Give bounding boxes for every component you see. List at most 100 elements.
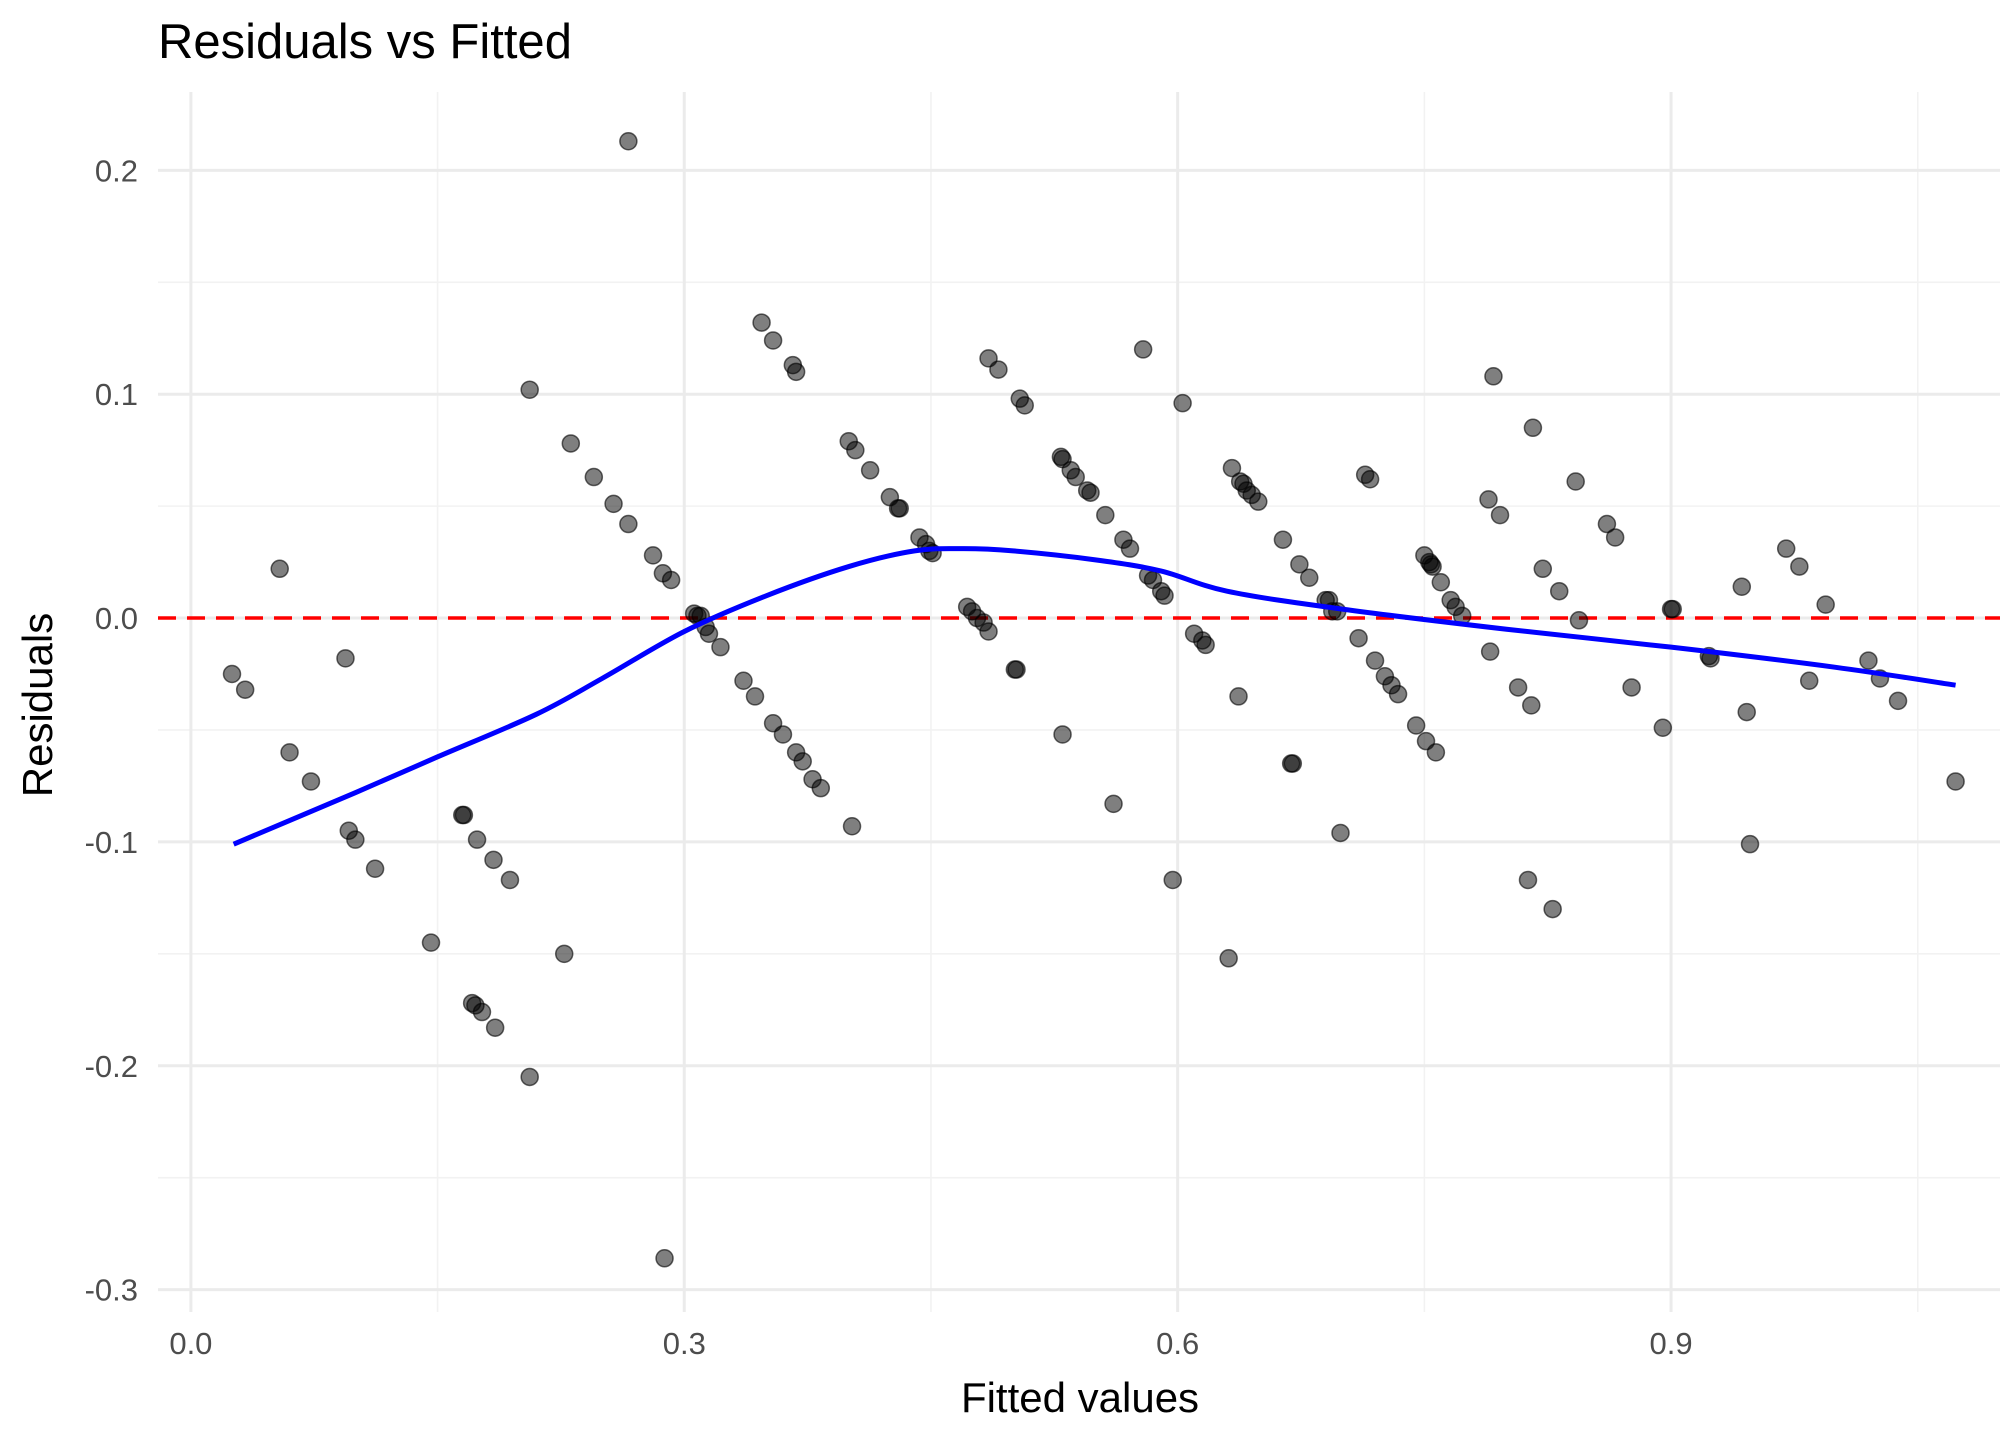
data-point xyxy=(979,622,998,641)
data-point xyxy=(561,434,581,453)
data-point xyxy=(1365,651,1385,670)
data-point xyxy=(346,830,365,849)
data-point xyxy=(222,664,242,684)
y-tick-label: 0.2 xyxy=(95,153,138,188)
data-point xyxy=(763,331,783,350)
data-point xyxy=(842,816,862,836)
data-point xyxy=(1790,557,1809,576)
data-point xyxy=(1888,691,1908,711)
data-point xyxy=(1096,505,1115,525)
data-point xyxy=(1663,599,1682,619)
data-point xyxy=(520,1067,539,1087)
data-point xyxy=(1737,702,1756,722)
residual-points xyxy=(222,131,1965,1268)
data-point xyxy=(336,649,355,668)
data-point xyxy=(1859,651,1878,670)
x-tick-label: 0.3 xyxy=(663,1326,706,1361)
data-point xyxy=(1522,696,1541,715)
data-point xyxy=(773,725,793,744)
data-point xyxy=(619,131,638,151)
y-axis-title: Residuals xyxy=(14,613,61,797)
data-point xyxy=(1605,528,1625,547)
data-point xyxy=(811,778,831,798)
data-point xyxy=(235,680,255,699)
data-point xyxy=(484,850,503,870)
data-point xyxy=(270,559,289,579)
data-point xyxy=(554,944,574,964)
data-point xyxy=(786,362,806,382)
data-point xyxy=(584,467,604,487)
data-point xyxy=(1081,483,1100,502)
data-point xyxy=(365,859,385,879)
data-point xyxy=(1066,467,1085,487)
loess-smooth-line xyxy=(232,546,1956,847)
y-tick-label: -0.2 xyxy=(85,1049,138,1084)
chart-title: Residuals vs Fitted xyxy=(158,15,572,69)
data-point xyxy=(1533,559,1553,579)
data-point xyxy=(699,624,719,643)
data-point xyxy=(1479,490,1498,509)
y-axis-ticks: 0.2 0.1 0.0 -0.1 -0.2 -0.3 xyxy=(85,153,138,1307)
data-point xyxy=(1222,458,1242,478)
data-point xyxy=(1566,472,1585,491)
data-point xyxy=(472,1002,492,1022)
data-point xyxy=(500,870,520,890)
x-axis-ticks: 0.0 0.3 0.6 0.9 xyxy=(169,1326,1692,1361)
data-point xyxy=(1133,340,1153,359)
data-point xyxy=(711,637,730,657)
grid-lines xyxy=(158,92,2000,1312)
data-point xyxy=(1104,794,1123,814)
data-point xyxy=(421,933,441,952)
data-point xyxy=(1776,539,1796,558)
data-point xyxy=(655,1249,674,1268)
data-point xyxy=(1653,718,1673,737)
data-point xyxy=(619,514,638,534)
data-point xyxy=(520,380,539,399)
data-point xyxy=(1388,684,1408,704)
data-point xyxy=(734,671,753,690)
data-point xyxy=(1426,743,1446,762)
data-point xyxy=(1155,586,1174,605)
data-point xyxy=(1120,539,1140,558)
data-point xyxy=(860,461,880,480)
data-point xyxy=(1406,716,1426,735)
data-point xyxy=(846,440,865,460)
data-point xyxy=(1732,577,1752,596)
data-point xyxy=(1219,949,1238,968)
y-tick-label: -0.1 xyxy=(85,825,138,860)
data-point xyxy=(661,570,681,590)
data-point xyxy=(793,752,812,771)
y-tick-label: 0.1 xyxy=(95,377,138,412)
data-point xyxy=(1597,514,1617,534)
data-point xyxy=(1508,678,1528,697)
data-point xyxy=(643,546,663,565)
y-tick-label: -0.3 xyxy=(85,1273,138,1308)
x-axis-title: Fitted values xyxy=(961,1374,1199,1421)
data-point xyxy=(1163,870,1182,890)
data-point xyxy=(1740,834,1760,854)
data-point xyxy=(1518,870,1538,890)
data-point xyxy=(1799,671,1819,690)
data-point xyxy=(1273,530,1293,549)
data-point xyxy=(745,687,765,706)
data-point xyxy=(1331,823,1350,843)
data-point xyxy=(1480,642,1500,661)
data-point xyxy=(280,743,299,762)
x-tick-label: 0.0 xyxy=(169,1326,212,1361)
x-tick-label: 0.6 xyxy=(1156,1326,1199,1361)
data-point xyxy=(1622,678,1641,697)
data-point xyxy=(1946,772,1965,791)
data-point xyxy=(1300,568,1319,588)
data-point xyxy=(1423,557,1442,576)
data-point xyxy=(752,313,771,332)
data-point xyxy=(1523,418,1543,438)
data-point xyxy=(1249,492,1268,511)
x-tick-label: 0.9 xyxy=(1650,1326,1693,1361)
data-point xyxy=(467,830,487,849)
data-point xyxy=(454,805,474,825)
data-point xyxy=(1196,635,1215,655)
data-point xyxy=(485,1018,505,1037)
data-point xyxy=(1053,725,1072,744)
data-point xyxy=(989,360,1008,379)
